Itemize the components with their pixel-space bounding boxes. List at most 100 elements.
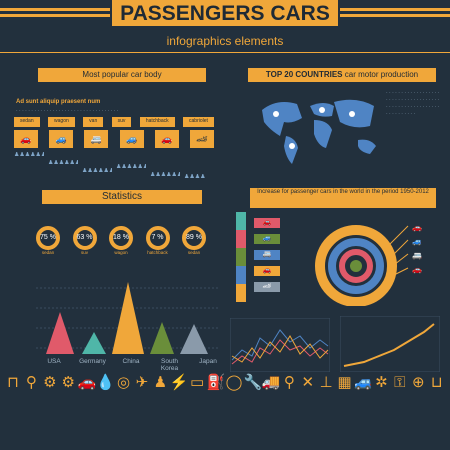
map-marker [273,111,279,117]
pyramid-usa [46,312,74,354]
tire-icon: ◯ [225,374,243,391]
oil-can-icon: ⛽ [206,374,226,391]
people-icons: ♟♟♟♟♟♟♟♟♟♟♟♟♟♟♟♟♟♟♟♟ [14,152,44,158]
stepped-chart [340,316,440,372]
stat-donut: 7 % [145,226,170,250]
people-icons: ♟♟♟♟♟♟ [150,172,180,178]
countries-heading-rest: car motor production [342,70,419,79]
pyramid-label: Japan [199,358,217,365]
stat-donut-label: wagon [114,250,128,255]
stat-donut-label: sedan [187,250,201,255]
stat-donut: 75 % [36,226,60,250]
increase-car-list: 🚗 🚙 🚐 🚗 🏎 [254,218,280,292]
gear-icon: ⚙ [61,374,75,391]
ring-connectors [387,225,409,279]
line-chart [230,318,330,372]
body-type-label: wagon [48,117,75,127]
pyramid-label: South Korea [160,358,179,372]
body-type-label: cabriolet [183,117,214,127]
people-icons: ♟♟♟♟♟♟♟♟♟♟ [82,168,112,174]
car-icon: 🚗 [254,266,280,276]
stat-donut-label: sedan [41,250,55,255]
car-icon: 🚙 [254,234,280,244]
car-service-icon: 🚙 [354,374,373,391]
calculator-icon: ▦ [337,374,352,391]
svg-text:🚗: 🚗 [412,265,422,274]
world-map [262,99,376,164]
line-chart-frame [230,318,330,372]
ring-inner [339,249,373,283]
stepped-series [343,323,435,367]
body-type-label: suv [111,117,132,127]
pyramid-label: Germany [79,358,106,365]
color-bar-segment [236,266,246,284]
map-marker [319,107,325,113]
jack-icon: ⊥ [319,374,333,391]
stat-donut: 89 % [182,226,206,250]
car-icon: 🚗 [14,130,38,148]
piston-icon: ⚲ [25,374,37,391]
map-africa [314,120,332,148]
pyramid-south-korea [150,322,174,354]
battery-icon: ▭ [190,374,205,391]
car-icon: 🚗 [154,130,179,148]
car-icon: 🚐 [84,130,109,148]
map-marker [349,111,355,117]
pyramid-china [112,282,144,354]
steering-wheel-icon: ⊕ [411,374,425,391]
header-banner [112,0,338,26]
svg-text:🚗: 🚗 [412,223,422,232]
map-north-america [262,102,302,136]
mechanic-icon: ♟ [153,374,168,391]
tow-truck-icon: 🚚 [261,374,281,391]
map-south-america [284,136,298,164]
car-wash-icon: 💧 [96,374,115,391]
page-subtitle: infographics elements [166,34,284,48]
countries-heading-bold: TOP 20 COUNTRIES [265,70,343,79]
stat-donut-item: 75 % sedan [36,226,60,255]
car-body-blurb: Ad sunt aliquip praesent num [16,99,101,105]
stat-donut-item: 63 % suv [72,226,97,255]
people-icons: ♟♟♟♟ [184,174,206,180]
tools-icon: ✕ [301,374,315,391]
engine-icon: ⚙ [43,374,57,391]
page-title: PASSENGERS CARS [120,2,330,25]
pyramid-chart [36,282,220,354]
divider [0,52,450,53]
wrench-icon: 🔧 [243,374,263,391]
wheel-icon: ◎ [116,374,131,391]
car-icon: 🏎 [254,282,280,292]
car-icon: 🚗 [254,218,280,228]
header-stripe [0,8,110,11]
svg-text:🚐: 🚐 [412,251,422,260]
body-type-label: sedan [14,117,40,127]
car-lift-icon: ⊓ [7,374,19,391]
stat-donut: 18 % [109,226,133,250]
pyramid-label: USA [47,358,61,365]
line-series [231,329,329,361]
body-type-label: hatchback [139,117,175,127]
pyramid-labels: USA Germany China South Korea Japan [36,358,226,372]
people-chart: ♟♟♟♟♟♟♟♟♟♟♟♟♟♟♟♟♟♟♟♟ ♟♟♟♟♟♟♟♟♟♟♟♟♟♟ ♟♟♟♟… [14,152,214,180]
pyramid-japan [180,324,208,354]
seat-icon: ⊔ [430,374,443,391]
ring-center [350,260,362,272]
line-series [231,335,329,363]
increase-heading: Increase for passenger cars in the world… [250,188,436,208]
countries-heading: TOP 20 COUNTRIES car motor production [248,68,436,82]
spray-gun-icon: ✈ [135,374,149,391]
rim-icon: ✲ [375,374,388,391]
car-icons-row: 🚗 🚙 🚐 🚙 🚗 🏎 [14,130,214,148]
header-stripe [340,14,450,17]
icon-grid: ⊓ ⚲ ⚙ ⚙ 🚗 💧 ◎ ✈ ♟ ⚡ ▭ ⛽ ◯ 🔧 🚚 ⚲ ✕ ⊥ ▦ 🚙 … [4,374,446,446]
stat-donut-item: 89 % sedan [182,226,206,255]
statistics-heading: Statistics [42,190,202,204]
car-icon: 🚙 [49,130,74,148]
filler-text: · · · · · · · · · · · · · · · · · · · · … [16,108,119,114]
header-stripe [0,14,110,17]
people-icons: ♟♟♟♟♟♟♟♟♟♟♟♟ [116,164,146,170]
car-icon: 🚐 [254,250,280,260]
color-bar [236,212,246,302]
svg-text:🚙: 🚙 [412,237,422,246]
stat-donut: 63 % [72,226,97,250]
